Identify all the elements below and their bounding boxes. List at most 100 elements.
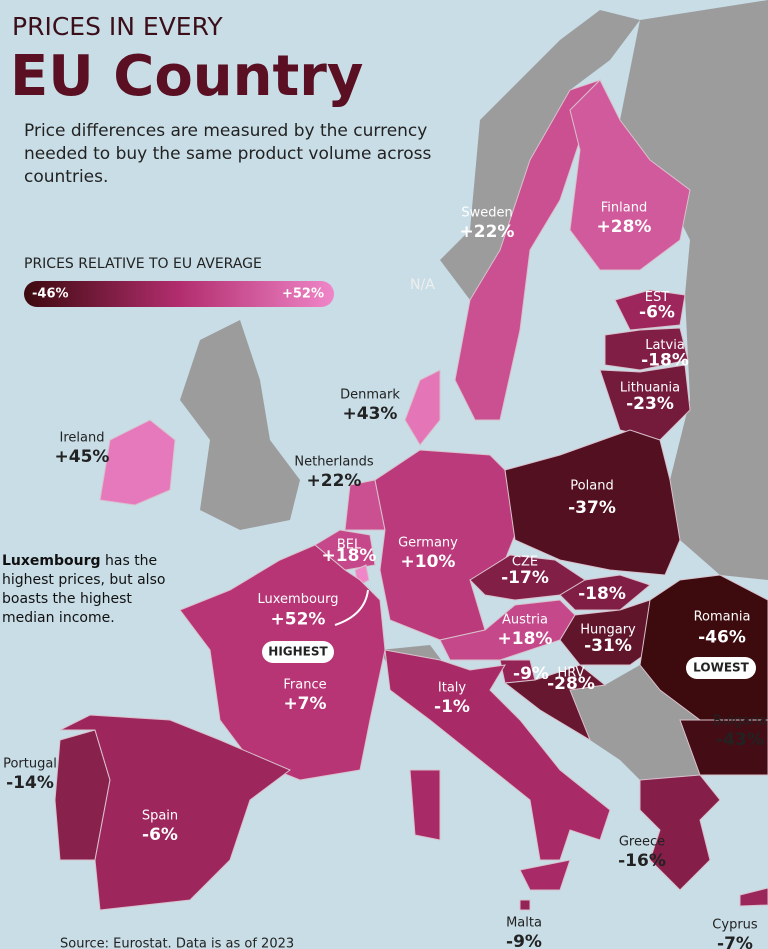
country-label: -9% <box>513 664 549 684</box>
country-value: -46% <box>698 628 746 648</box>
country-shape <box>409 769 441 841</box>
country-label: Spain-6% <box>142 809 178 846</box>
country-value: +7% <box>283 694 326 714</box>
country-shape <box>569 79 691 271</box>
country-name: Latvia <box>645 338 685 353</box>
country-name: BEL <box>337 537 362 552</box>
country-shape <box>384 649 611 861</box>
country-shape <box>604 327 689 371</box>
country-label: Finland+28% <box>597 201 652 238</box>
country-value: +22% <box>460 222 515 242</box>
country-name: Malta <box>506 916 542 931</box>
country-shape <box>679 719 768 776</box>
source: Source: Eurostat. Data is as of 2023 <box>60 937 294 949</box>
legend-max: +52% <box>282 287 324 302</box>
country-name: Romania <box>694 609 751 624</box>
country-label: Lithuania-23% <box>620 380 680 414</box>
country-label: CZE-17% <box>501 554 549 588</box>
country-name: HRV <box>558 665 585 680</box>
country-name: France <box>283 678 326 693</box>
country-name: Sweden <box>461 206 512 221</box>
country-shape <box>599 364 691 441</box>
country-label: Luxembourg +52% <box>257 592 338 629</box>
country-name: Hungary <box>580 622 636 637</box>
subtitle: Price differences are measured by the cu… <box>24 121 432 187</box>
country-label: Romania -46% <box>694 609 751 647</box>
country-shape <box>614 289 686 331</box>
country-label: -18% <box>578 584 626 604</box>
country-name: Greece <box>619 835 665 850</box>
country-value: +10% <box>401 552 456 572</box>
country-name: Portugal <box>3 757 57 772</box>
country-value: +43% <box>343 404 398 424</box>
country-name: Ireland <box>60 431 105 446</box>
country-label: Poland -37% <box>568 479 616 518</box>
country-label: EST-6% <box>639 290 675 323</box>
na-label: N/A <box>410 277 435 293</box>
country-value: -1% <box>434 697 470 717</box>
country-name: Netherlands <box>294 455 373 470</box>
country-value: -31% <box>584 636 632 656</box>
country-label: Austria+18% <box>498 613 553 650</box>
annotation-bold: Luxembourg <box>2 553 101 569</box>
country-value: -7% <box>717 934 753 949</box>
non-eu-land <box>180 0 768 780</box>
country-shape <box>639 774 721 891</box>
country-shape <box>559 574 652 611</box>
country-value: -14% <box>6 773 54 793</box>
badge-lowest: LOWEST <box>693 661 749 675</box>
annotation-text: has the highest prices, but also boasts … <box>2 553 166 626</box>
country-label: Bulgaria-43% <box>713 714 767 751</box>
badge-bg <box>262 641 334 663</box>
country-value: +28% <box>597 217 652 237</box>
country-shape <box>504 429 681 576</box>
country-name: Austria <box>502 613 548 628</box>
country-value: -9% <box>513 664 549 684</box>
country-shape <box>99 419 176 506</box>
subtitle-box: Price differences are measured by the cu… <box>24 121 432 187</box>
country-label: Denmark+43% <box>340 388 400 425</box>
arrow <box>334 589 369 626</box>
country-value: -18% <box>578 584 626 604</box>
country-value: -6% <box>639 303 675 323</box>
country-label: Ireland+45% <box>55 431 110 468</box>
badge-bg <box>686 657 756 679</box>
country-name: Italy <box>438 681 467 696</box>
country-name: EST <box>645 290 669 305</box>
country-shape <box>59 714 291 911</box>
country-value: -37% <box>568 498 616 518</box>
country-value: -6% <box>142 825 178 845</box>
country-label: Malta-9% <box>506 916 542 949</box>
legend-title: PRICES RELATIVE TO EU AVERAGE <box>24 256 262 272</box>
country-name: Bulgaria <box>713 714 767 729</box>
country-value: -9% <box>506 932 542 949</box>
country-value: +18% <box>498 629 553 649</box>
country-label: Netherlands+22% <box>294 455 373 492</box>
country-label: HRV-28% <box>547 665 595 694</box>
country-label: Hungary-31% <box>580 622 636 656</box>
country-label: BEL+18% <box>322 537 377 566</box>
country-name: Finland <box>601 201 647 216</box>
country-value: -18% <box>641 351 689 371</box>
country-shape <box>519 859 571 891</box>
legend-bar <box>24 281 334 307</box>
country-value: -16% <box>618 851 666 871</box>
country-name: Lithuania <box>620 380 680 395</box>
title-line2: EU Country <box>10 44 363 109</box>
country-label: Latvia-18% <box>641 338 689 371</box>
country-value: +22% <box>307 471 362 491</box>
country-label: Italy-1% <box>434 681 470 718</box>
country-label: Sweden+22% <box>460 206 515 243</box>
country-shape <box>739 887 768 907</box>
country-shape <box>404 369 441 446</box>
country-shape <box>639 574 768 721</box>
country-name: Spain <box>142 809 178 824</box>
country-label: Cyprus-7% <box>712 918 758 949</box>
country-shape <box>503 664 607 742</box>
annotation-box: Luxembourg has the highest prices, but a… <box>2 553 166 626</box>
title-line1: PRICES IN EVERY <box>12 12 223 41</box>
country-label: France+7% <box>283 678 326 715</box>
country-value: +52% <box>271 609 326 629</box>
country-name: CZE <box>512 554 538 569</box>
